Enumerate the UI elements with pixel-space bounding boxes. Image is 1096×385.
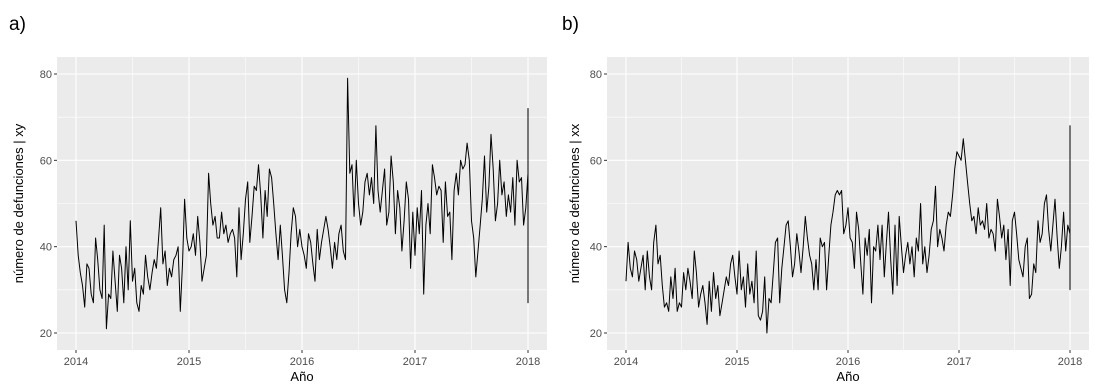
panel-a-y-tick-label: 60 xyxy=(40,155,52,167)
panel-b-y-tick-label: 60 xyxy=(590,155,602,167)
panel-b-x-axis-title: Año xyxy=(836,369,859,384)
panel-b-x-tick-label: 2017 xyxy=(947,356,971,368)
panel-a-x-tick-label: 2014 xyxy=(64,356,88,368)
panel-a-x-tick-label: 2016 xyxy=(290,356,314,368)
panel-b: b) 2014 2015 2016 2017 2018 20 40 60 80 … xyxy=(562,14,1089,384)
panel-a-x-tick-label: 2015 xyxy=(177,356,201,368)
panel-a-x-axis-title: Año xyxy=(290,369,313,384)
panel-a-y-tick-label: 80 xyxy=(40,69,52,81)
panel-a-series-line xyxy=(75,77,529,330)
panel-b-x-tick-label: 2014 xyxy=(614,356,638,368)
panel-b-ticks xyxy=(604,73,1071,353)
panel-b-series-line xyxy=(625,125,1071,334)
panel-b-y-axis-title: número de defunciones | xx xyxy=(567,123,582,283)
panel-b-y-tick-label: 80 xyxy=(590,69,602,81)
panel-b-label: b) xyxy=(562,14,579,35)
panel-a-x-tick-label: 2017 xyxy=(403,356,427,368)
panel-a-x-tick-label: 2018 xyxy=(516,356,540,368)
panel-b-y-tick-label: 40 xyxy=(590,242,602,254)
panel-b-x-tick-label: 2016 xyxy=(836,356,860,368)
panel-a-y-tick-label: 40 xyxy=(40,242,52,254)
panel-a-ticks xyxy=(54,73,529,353)
panel-a-label: a) xyxy=(9,14,26,35)
panel-b-x-tick-label: 2018 xyxy=(1058,356,1082,368)
panel-b-x-tick-label: 2015 xyxy=(725,356,749,368)
panel-b-y-tick-label: 20 xyxy=(590,328,602,340)
panel-a-y-tick-label: 20 xyxy=(40,328,52,340)
panel-a-y-axis-title: número de defunciones | xy xyxy=(11,123,26,283)
panel-a: a) 2014 2015 2016 2017 2018 20 40 60 80 … xyxy=(9,14,547,384)
